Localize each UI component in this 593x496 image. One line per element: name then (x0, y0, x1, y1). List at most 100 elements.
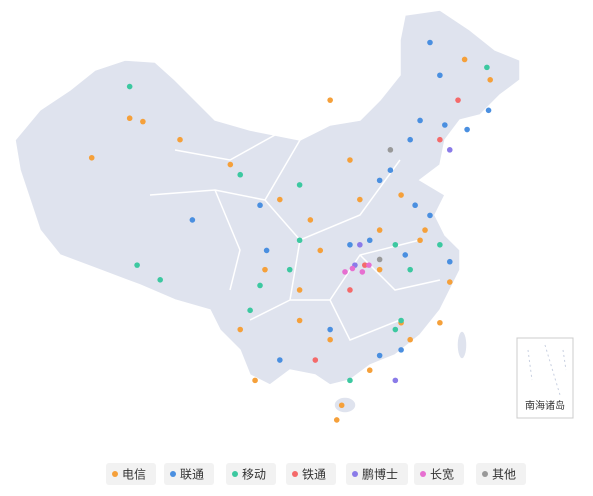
point (362, 262, 368, 268)
legend: 电信 联通 移动 铁通 鹏博士 长宽 其他 (106, 463, 526, 485)
point (366, 367, 373, 374)
point (461, 56, 468, 63)
point (442, 122, 448, 128)
point (398, 192, 404, 198)
point (347, 241, 353, 248)
point (307, 217, 314, 223)
legend-dot (420, 471, 426, 477)
legend-bg (414, 463, 464, 485)
point (296, 317, 303, 324)
legend-item[interactable]: 其他 (476, 463, 526, 485)
point (257, 282, 263, 289)
point (327, 326, 333, 333)
point (359, 269, 366, 275)
legend-bg (164, 463, 214, 485)
point (237, 171, 244, 178)
legend-label: 其他 (492, 468, 516, 482)
legend-dot (232, 471, 238, 477)
point (237, 326, 244, 333)
point (417, 117, 423, 124)
legend-item[interactable]: 电信 (106, 463, 156, 485)
legend-item[interactable]: 鹏博士 (346, 463, 408, 485)
point (349, 265, 356, 272)
point (437, 319, 443, 326)
legend-bg (226, 463, 276, 485)
legend-bg (286, 463, 336, 485)
legend-bg (476, 463, 526, 485)
point (484, 64, 490, 71)
point (417, 237, 423, 244)
point (286, 266, 293, 273)
point (392, 241, 399, 248)
inset-box: 南海诸岛 (516, 337, 574, 419)
legend-dot (482, 471, 488, 477)
legend-item[interactable]: 长宽 (414, 463, 464, 485)
point (357, 196, 363, 203)
point (247, 307, 253, 314)
point (387, 167, 394, 173)
legend-bg (346, 463, 408, 485)
point (407, 266, 413, 273)
point (376, 177, 383, 184)
point (296, 182, 303, 188)
legend-label: 电信 (122, 468, 146, 482)
point (455, 97, 461, 103)
point (140, 118, 146, 125)
point (263, 247, 270, 254)
point (317, 247, 324, 254)
point (487, 77, 494, 83)
point (296, 237, 303, 244)
legend-item[interactable]: 移动 (226, 463, 276, 485)
point (437, 241, 443, 248)
point (347, 377, 353, 384)
point (126, 115, 133, 122)
points (88, 39, 494, 423)
point (357, 241, 363, 248)
point (398, 317, 404, 324)
point (157, 277, 163, 283)
point (134, 262, 140, 268)
point (392, 326, 399, 333)
inset-label: 南海诸岛 (525, 399, 565, 412)
point (412, 202, 418, 209)
point (366, 237, 373, 244)
point (485, 107, 492, 114)
point (347, 157, 353, 163)
point (257, 202, 263, 209)
legend-dot (112, 471, 118, 477)
legend-item[interactable]: 联通 (164, 463, 214, 485)
point (376, 266, 383, 273)
point (398, 347, 404, 353)
point (277, 357, 283, 363)
china-outline (14, 9, 521, 414)
point (189, 217, 196, 223)
point (427, 212, 433, 219)
legend-dot (170, 471, 176, 477)
point (88, 154, 95, 161)
point (402, 252, 409, 258)
legend-label: 联通 (180, 468, 204, 482)
legend-dot (292, 471, 298, 477)
point (277, 196, 283, 203)
legend-label: 长宽 (430, 467, 454, 482)
point (446, 258, 453, 265)
point (422, 227, 428, 233)
point (227, 161, 234, 168)
point (446, 279, 453, 285)
legend-item[interactable]: 铁通 (286, 463, 336, 485)
point (252, 377, 258, 384)
point (347, 287, 353, 293)
point (312, 357, 319, 363)
point (342, 269, 348, 275)
point (327, 97, 333, 103)
point (126, 83, 133, 90)
point (446, 147, 453, 153)
point (366, 262, 372, 268)
point (427, 39, 433, 46)
point (464, 126, 470, 133)
point (327, 336, 333, 343)
point (333, 417, 340, 423)
point (407, 136, 413, 143)
